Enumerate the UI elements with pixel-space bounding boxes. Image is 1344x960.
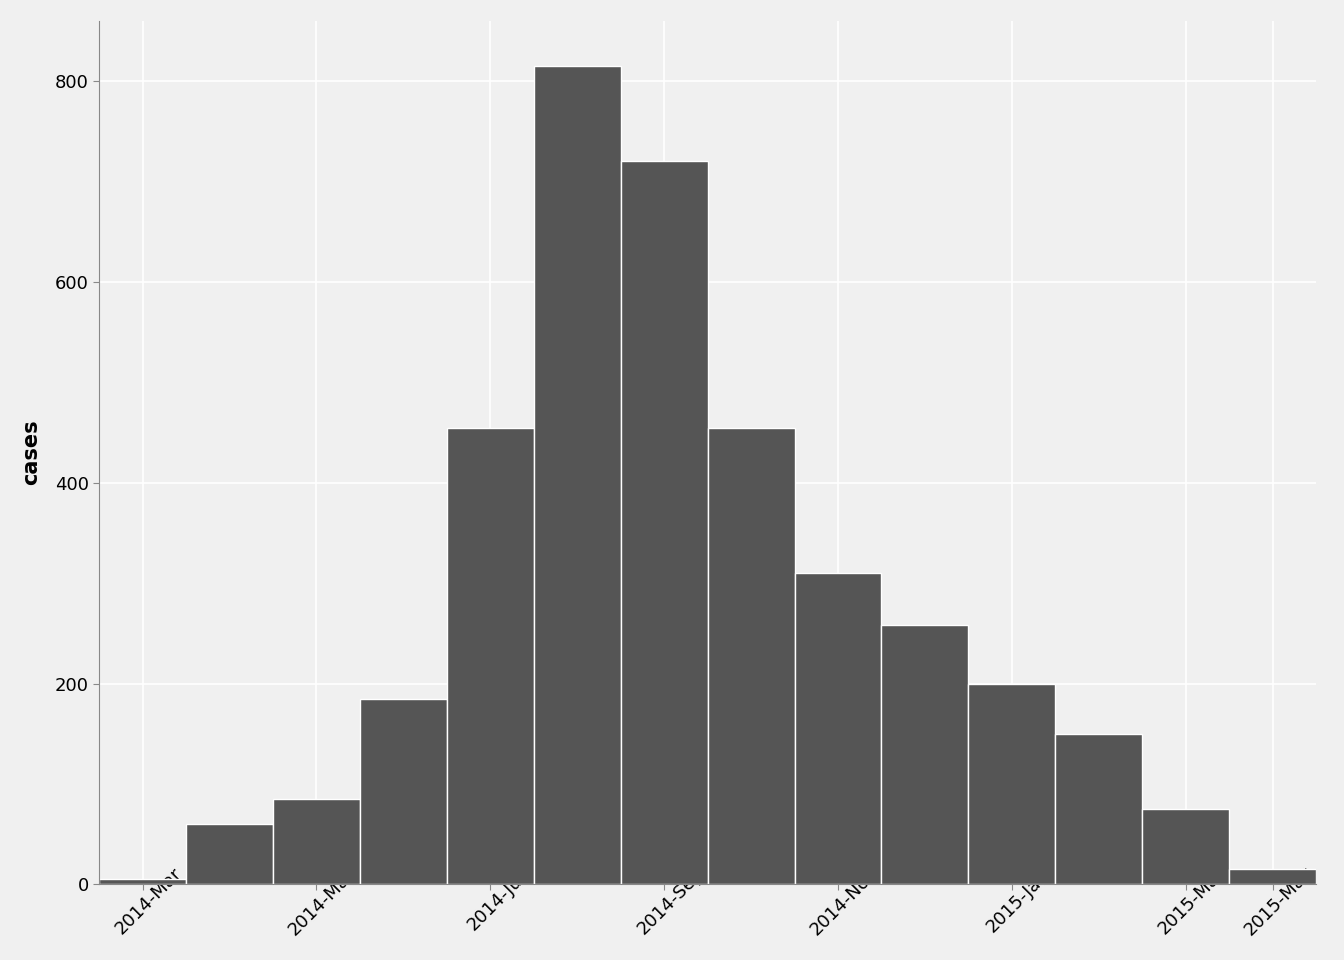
Bar xyxy=(794,573,882,884)
Bar xyxy=(534,66,621,884)
Bar xyxy=(99,879,185,884)
Bar xyxy=(273,799,360,884)
Bar xyxy=(969,684,1055,884)
Bar xyxy=(1230,870,1316,884)
Bar xyxy=(1055,733,1142,884)
Y-axis label: cases: cases xyxy=(22,420,40,486)
Bar xyxy=(446,427,534,884)
Bar xyxy=(1142,809,1230,884)
Bar xyxy=(707,427,794,884)
Bar xyxy=(621,161,707,884)
Bar xyxy=(360,699,446,884)
Bar xyxy=(882,625,969,884)
Bar xyxy=(185,825,273,884)
